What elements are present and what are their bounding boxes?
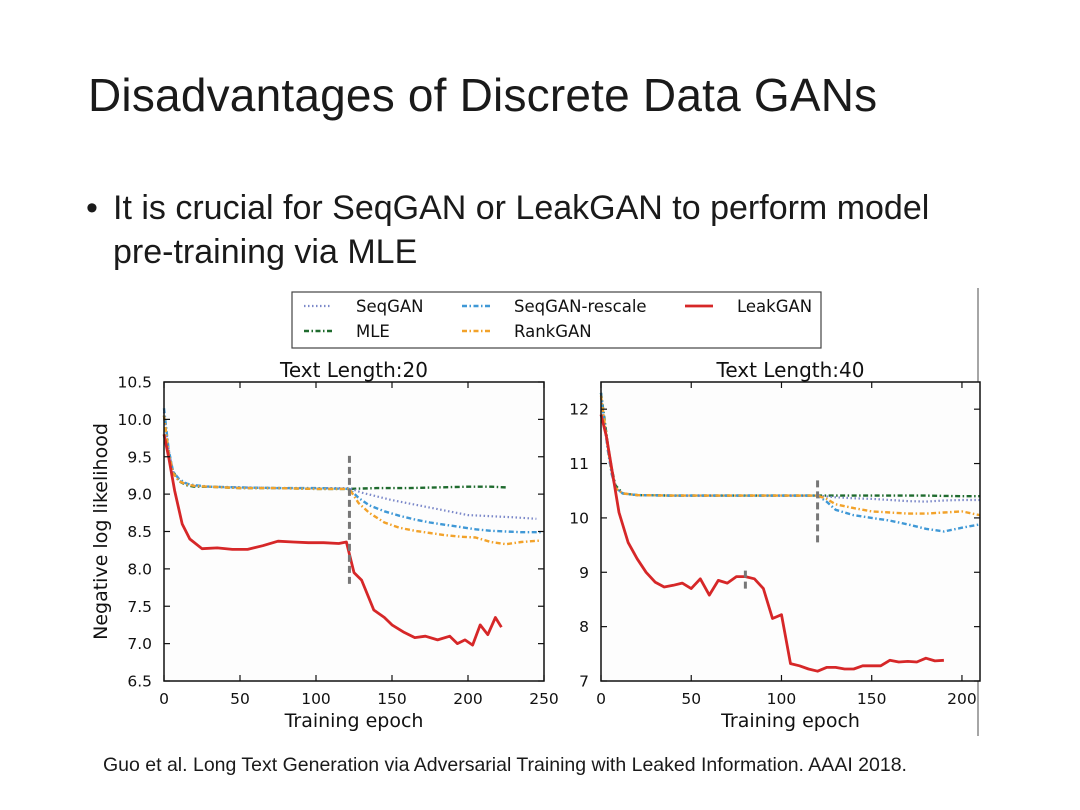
- slide-title: Disadvantages of Discrete Data GANs: [88, 69, 878, 121]
- series-line-seqgan: [599, 398, 980, 503]
- series-line-leakgan: [162, 434, 503, 647]
- y-tick-label: 6.5: [127, 673, 152, 691]
- y-tick-label: 9.0: [127, 486, 152, 504]
- x-tick-label: 200: [947, 690, 977, 708]
- x-tick-label: 150: [377, 690, 407, 708]
- legend-label-seqgan-rescale: SeqGAN-rescale: [514, 297, 647, 316]
- y-tick-label: 7.5: [127, 598, 152, 616]
- chart-text-length-20: 6.5 7.0 7.5 8.0 8.5 9.0 9.5 10.0 10.5 0 50 100 150 20…: [90, 358, 559, 732]
- x-tick-label: 0: [159, 690, 169, 708]
- legend-label-seqgan: SeqGAN: [356, 297, 424, 316]
- y-tick-label: 10: [569, 509, 589, 527]
- y-tick-label: 7: [579, 673, 589, 691]
- y-tick-label: 12: [569, 401, 589, 419]
- x-tick-label: 100: [301, 690, 331, 708]
- series-line-mle: [162, 415, 507, 491]
- plot-area: [164, 382, 544, 681]
- x-tick-label: 50: [681, 690, 701, 708]
- y-tick-label: 10.5: [117, 374, 152, 392]
- y-tick-label: 9.5: [127, 448, 152, 466]
- legend-label-leakgan: LeakGAN: [737, 297, 812, 316]
- y-tick-label: 7.0: [127, 635, 152, 653]
- bullet-marker: •: [86, 189, 98, 227]
- x-tick-label: 200: [453, 690, 483, 708]
- y-tick-label: 10.0: [117, 411, 152, 429]
- series-line-seqgan-rescale: [162, 408, 541, 534]
- chart-title: Text Length:20: [279, 358, 428, 382]
- x-axis-label: Training epoch: [284, 710, 424, 732]
- legend-label-mle: MLE: [356, 322, 390, 341]
- legend-box: [291, 291, 822, 349]
- citation: Guo et al. Long Text Generation via Adve…: [103, 754, 907, 776]
- y-tick-label: 8: [579, 618, 589, 636]
- x-tick-label: 250: [529, 690, 559, 708]
- y-axis-label: Negative log likelihood: [90, 423, 112, 640]
- x-tick-label: 150: [857, 690, 887, 708]
- chart-title: Text Length:40: [716, 358, 865, 382]
- series-line-leakgan: [599, 414, 944, 673]
- plot-area: [601, 382, 980, 681]
- chart-text-length-40: 7 8 9 10 11 12 0 50 100 150 200 Text Length:40 Train…: [569, 358, 981, 732]
- legend: SeqGAN SeqGAN-rescale LeakGAN MLE RankGAN: [291, 291, 822, 349]
- y-tick-label: 8.0: [127, 560, 152, 578]
- y-tick-label: 9: [579, 564, 589, 582]
- x-tick-label: 0: [596, 690, 606, 708]
- legend-label-rankgan: RankGAN: [514, 322, 592, 341]
- y-tick-label: 8.5: [127, 523, 152, 541]
- x-tick-label: 100: [767, 690, 797, 708]
- x-tick-label: 50: [230, 690, 250, 708]
- figure-svg: SeqGAN SeqGAN-rescale LeakGAN MLE RankGAN 6.…: [90, 288, 981, 736]
- x-axis-label: Training epoch: [720, 710, 860, 732]
- axes-frame: [600, 381, 981, 682]
- bullet-text: It is crucial for SeqGAN or LeakGAN to p…: [113, 189, 930, 271]
- y-tick-label: 11: [569, 455, 589, 473]
- series-line-rankgan: [162, 415, 542, 546]
- figure: SeqGAN SeqGAN-rescale LeakGAN MLE RankGAN 6.…: [88, 288, 984, 736]
